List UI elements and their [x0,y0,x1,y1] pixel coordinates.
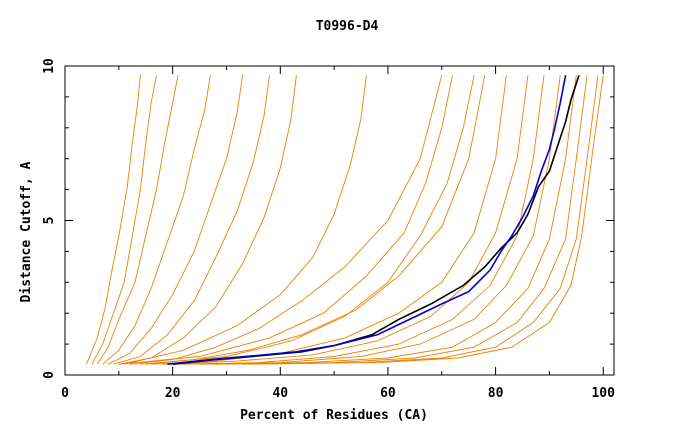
series-line-group-d-1 [118,75,453,365]
series-line-group-c-2 [215,75,588,365]
chart-title: T0996-D4 [316,19,379,34]
tick-layer: 0 20 40 60 80 100 0 5 10 [42,58,615,401]
series-line-model-2 [167,75,567,365]
x-tick-label-40: 40 [272,386,288,401]
plot-frame [64,65,615,376]
x-tick-label-20: 20 [165,386,181,401]
series-line-group-c-1 [199,75,577,365]
series-line-group-a-2 [91,75,157,365]
series-line-group-a-7 [118,75,297,365]
series-line-group-b-4 [161,75,529,365]
series-line-group-d-2 [145,75,475,365]
x-tick-label-60: 60 [380,386,396,401]
series-line-group-a-4 [102,75,211,365]
series-line-group-a-5 [107,75,244,365]
x-axis-label: Percent of Residues (CA) [240,408,428,423]
series-line-group-a-6 [113,75,270,365]
y-tick-label-10: 10 [42,58,57,74]
x-tick-label-100: 100 [591,386,615,401]
series-layer [86,75,604,365]
series-line-group-b-3 [151,75,507,365]
y-tick-label-0: 0 [42,371,57,379]
x-tick-label-0: 0 [61,386,69,401]
series-line-group-a-1 [86,75,141,365]
series-line-group-b-6 [183,75,561,365]
y-axis-label: Distance Cutoff, A [19,161,34,302]
series-line-group-d-3 [124,75,367,365]
series-line-group-b-2 [140,75,486,365]
series-line-group-a-3 [96,75,179,365]
series-line-model-1 [172,75,580,365]
y-tick-label-5: 5 [42,217,57,225]
x-tick-label-80: 80 [488,386,504,401]
series-line-group-b-5 [172,75,545,365]
series-line-group-b-1 [129,75,443,365]
series-line-group-c-4 [242,75,604,365]
series-line-group-c-3 [226,75,599,365]
